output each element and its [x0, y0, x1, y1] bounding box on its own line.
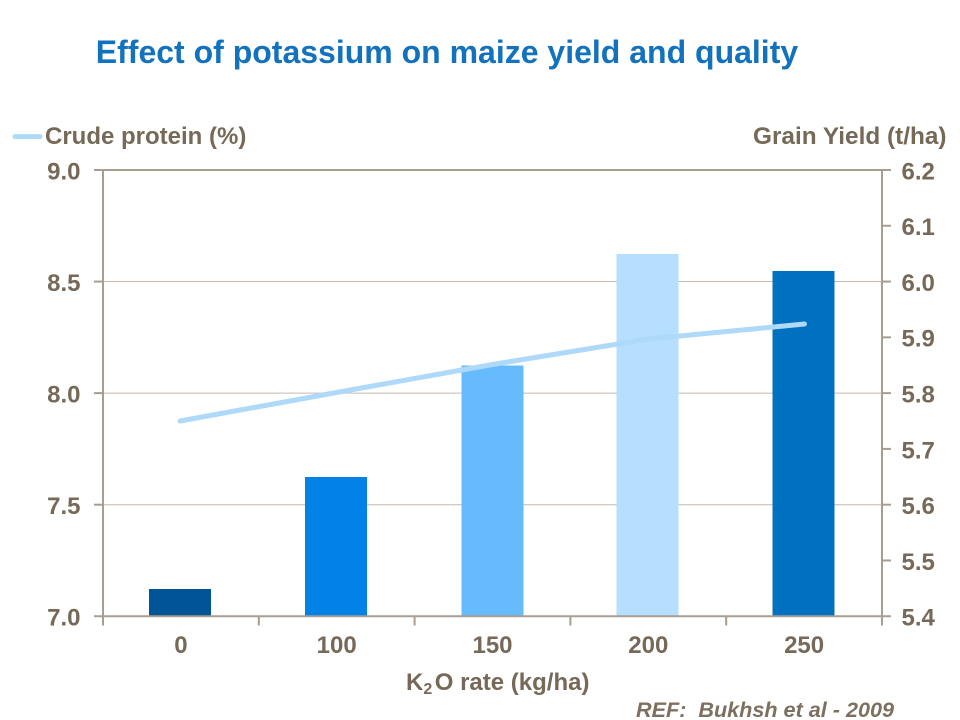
svg-text:5.4: 5.4: [902, 605, 936, 632]
svg-text:Effect of potassium on maize y: Effect of potassium on maize yield and q…: [96, 34, 799, 70]
svg-text:REF: Bukhsh et al - 2009: REF: Bukhsh et al - 2009: [636, 697, 894, 720]
svg-text:5.6: 5.6: [902, 493, 935, 520]
svg-text:6.0: 6.0: [902, 270, 935, 297]
svg-text:8.0: 8.0: [47, 382, 80, 409]
svg-text:5.8: 5.8: [902, 382, 935, 409]
svg-text:K2O rate (kg/ha): K2 O rate (kg/ha): [406, 669, 589, 698]
svg-text:5.9: 5.9: [902, 326, 935, 353]
svg-text:7.5: 7.5: [47, 493, 80, 520]
svg-text:6.2: 6.2: [902, 158, 935, 185]
svg-text:5.5: 5.5: [902, 549, 935, 576]
svg-text:6.1: 6.1: [902, 214, 935, 241]
svg-text:200: 200: [628, 632, 668, 659]
svg-text:8.5: 8.5: [47, 270, 80, 297]
svg-text:250: 250: [784, 632, 824, 659]
svg-text:Crude protein (%): Crude protein (%): [45, 123, 246, 150]
svg-text:100: 100: [317, 632, 357, 659]
svg-text:9.0: 9.0: [47, 158, 80, 185]
svg-text:150: 150: [472, 632, 512, 659]
svg-text:0: 0: [174, 632, 187, 659]
svg-text:Grain Yield (t/ha): Grain Yield (t/ha): [753, 123, 947, 150]
svg-text:7.0: 7.0: [47, 605, 80, 632]
svg-text:5.7: 5.7: [902, 437, 935, 464]
